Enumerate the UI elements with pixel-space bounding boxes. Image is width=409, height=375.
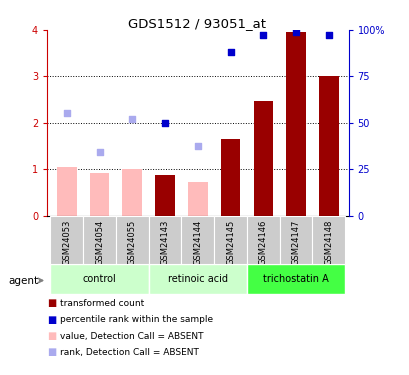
Text: GSM24054: GSM24054 (95, 220, 104, 265)
Bar (279, 216, 312, 264)
Bar (312, 216, 344, 264)
Point (96, 149, 103, 155)
Text: GDS1512 / 93051_at: GDS1512 / 93051_at (128, 17, 265, 30)
Text: GSM24055: GSM24055 (128, 220, 137, 265)
Point (227, 49, 233, 55)
Bar (318, 76, 338, 216)
Bar (213, 216, 246, 264)
Text: agent: agent (8, 276, 38, 285)
Bar (246, 264, 344, 294)
Text: rank, Detection Call = ABSENT: rank, Detection Call = ABSENT (60, 348, 199, 357)
Point (63, 110, 70, 116)
Bar (148, 264, 246, 294)
Text: ■: ■ (47, 298, 56, 308)
Bar (155, 175, 175, 216)
Bar (181, 216, 213, 264)
Bar (90, 173, 109, 216)
Text: GSM24144: GSM24144 (193, 220, 202, 265)
Text: transformed count: transformed count (60, 298, 144, 307)
Bar (253, 101, 272, 216)
Text: GSM24147: GSM24147 (291, 220, 300, 265)
Point (292, 29, 299, 35)
Point (162, 120, 168, 126)
Text: control: control (83, 274, 116, 284)
Bar (246, 216, 279, 264)
Bar (188, 182, 207, 216)
Bar (148, 216, 181, 264)
Point (194, 143, 201, 149)
Bar (285, 32, 305, 216)
Bar (83, 216, 116, 264)
Text: GSM24146: GSM24146 (258, 220, 267, 265)
Text: ■: ■ (47, 331, 56, 341)
Point (259, 32, 266, 38)
Bar (122, 169, 142, 216)
Text: ■: ■ (47, 315, 56, 324)
Point (325, 32, 331, 38)
Text: retinoic acid: retinoic acid (167, 274, 227, 284)
Point (129, 116, 135, 122)
Text: ■: ■ (47, 348, 56, 357)
Text: GSM24145: GSM24145 (225, 220, 234, 265)
Text: percentile rank within the sample: percentile rank within the sample (60, 315, 213, 324)
Bar (116, 216, 148, 264)
Text: trichostatin A: trichostatin A (263, 274, 328, 284)
Bar (220, 139, 240, 216)
Bar (57, 167, 76, 216)
Bar (50, 216, 83, 264)
Text: GSM24148: GSM24148 (324, 220, 333, 265)
Text: GSM24143: GSM24143 (160, 220, 169, 265)
Text: value, Detection Call = ABSENT: value, Detection Call = ABSENT (60, 332, 203, 340)
Bar (50, 264, 148, 294)
Text: GSM24053: GSM24053 (62, 220, 71, 265)
